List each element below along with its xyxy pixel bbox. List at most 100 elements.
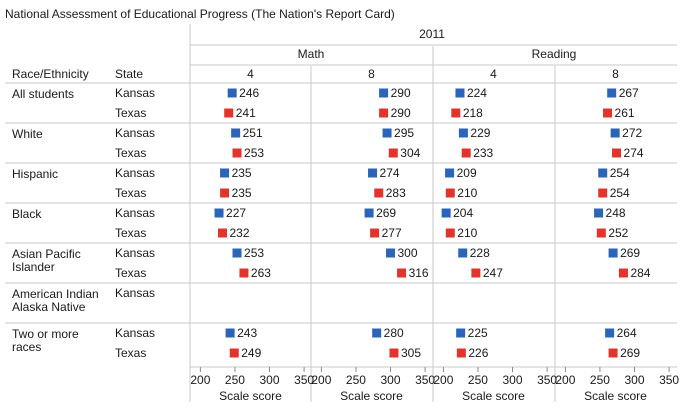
data-label: 227: [226, 206, 246, 220]
data-point: [386, 248, 396, 258]
data-label: 243: [237, 326, 257, 340]
group-label: Black: [12, 207, 42, 221]
data-label: 249: [241, 346, 261, 360]
x-tick-label: 200: [555, 373, 575, 387]
x-tick-label: 250: [225, 373, 245, 387]
data-point: [227, 88, 237, 98]
x-tick-label: 200: [311, 373, 331, 387]
data-label: 209: [457, 166, 477, 180]
data-label: 304: [400, 146, 420, 160]
x-tick-label: 300: [502, 373, 522, 387]
data-label: 261: [615, 106, 635, 120]
subject-header: Reading: [532, 47, 577, 61]
data-point: [441, 208, 451, 218]
data-label: 269: [620, 346, 640, 360]
data-point: [445, 188, 455, 198]
x-tick-label: 300: [259, 373, 279, 387]
data-point: [458, 248, 468, 258]
data-label: 284: [630, 266, 650, 280]
data-label: 267: [619, 86, 639, 100]
data-label: 274: [380, 166, 400, 180]
data-point: [239, 268, 249, 278]
data-label: 254: [610, 166, 630, 180]
group-label: All students: [12, 87, 74, 101]
data-point: [220, 168, 230, 178]
x-tick-label: 250: [346, 373, 366, 387]
data-label: 251: [243, 126, 263, 140]
data-label: 228: [470, 246, 490, 260]
data-point: [225, 328, 235, 338]
data-point: [461, 148, 471, 158]
data-point: [231, 128, 241, 138]
data-point: [370, 228, 380, 238]
data-label: 204: [453, 206, 473, 220]
data-label: 247: [483, 266, 503, 280]
x-tick-label: 200: [190, 373, 210, 387]
data-label: 283: [386, 186, 406, 200]
subject-header: Math: [298, 47, 325, 61]
data-point: [379, 88, 389, 98]
x-axis-title: Scale score: [340, 389, 403, 403]
data-label: 241: [236, 106, 256, 120]
x-tick-label: 350: [659, 373, 679, 387]
data-point: [397, 268, 407, 278]
data-label: 263: [251, 266, 271, 280]
data-label: 248: [606, 206, 626, 220]
year-label: 2011: [419, 27, 445, 41]
data-marks: 246 290 224 267 241 290 218 261 251 295 229 272 253 3…: [214, 86, 651, 360]
data-point: [229, 348, 239, 358]
group-label: White: [12, 127, 43, 141]
data-point: [445, 168, 455, 178]
data-label: 253: [244, 146, 264, 160]
data-label: 272: [622, 126, 642, 140]
race-column-header: Race/Ethnicity: [12, 67, 89, 81]
data-point: [379, 108, 389, 118]
data-point: [455, 88, 465, 98]
data-label: 224: [467, 86, 487, 100]
grade-header: 8: [612, 67, 619, 81]
data-label: 254: [610, 186, 630, 200]
x-tick-label: 300: [624, 373, 644, 387]
data-point: [608, 348, 618, 358]
data-point: [471, 268, 481, 278]
state-label: Kansas: [115, 206, 155, 220]
data-point: [458, 128, 468, 138]
data-label: 252: [608, 226, 628, 240]
group-label: Asian Pacific Islander: [12, 247, 81, 274]
state-label: Texas: [115, 346, 146, 360]
grade-header: 4: [490, 67, 497, 81]
grade-header: 8: [368, 67, 375, 81]
data-label: 210: [457, 186, 477, 200]
data-label: 225: [468, 326, 488, 340]
panel-headers: Math Reading 4 8 4 8: [247, 47, 619, 81]
data-label: 233: [473, 146, 493, 160]
state-label: Texas: [115, 226, 146, 240]
data-point: [217, 228, 227, 238]
data-point: [214, 208, 224, 218]
data-label: 280: [384, 326, 404, 340]
data-label: 274: [624, 146, 644, 160]
data-label: 316: [409, 266, 429, 280]
x-tick-label: 350: [294, 373, 314, 387]
data-point: [598, 188, 608, 198]
data-label: 290: [391, 106, 411, 120]
state-column-header: State: [115, 67, 143, 81]
data-point: [603, 108, 613, 118]
state-label: Kansas: [115, 286, 155, 300]
data-point: [445, 228, 455, 238]
data-point: [374, 188, 384, 198]
data-point: [598, 168, 608, 178]
data-label: 253: [244, 246, 264, 260]
x-tick-label: 350: [537, 373, 557, 387]
data-label: 210: [457, 226, 477, 240]
group-label: Hispanic: [12, 167, 58, 181]
data-point: [232, 248, 242, 258]
state-label: Texas: [115, 186, 146, 200]
data-label: 229: [470, 126, 490, 140]
data-label: 290: [391, 86, 411, 100]
data-point: [382, 128, 392, 138]
data-point: [364, 208, 374, 218]
x-tick-label: 200: [433, 373, 453, 387]
data-point: [388, 148, 398, 158]
